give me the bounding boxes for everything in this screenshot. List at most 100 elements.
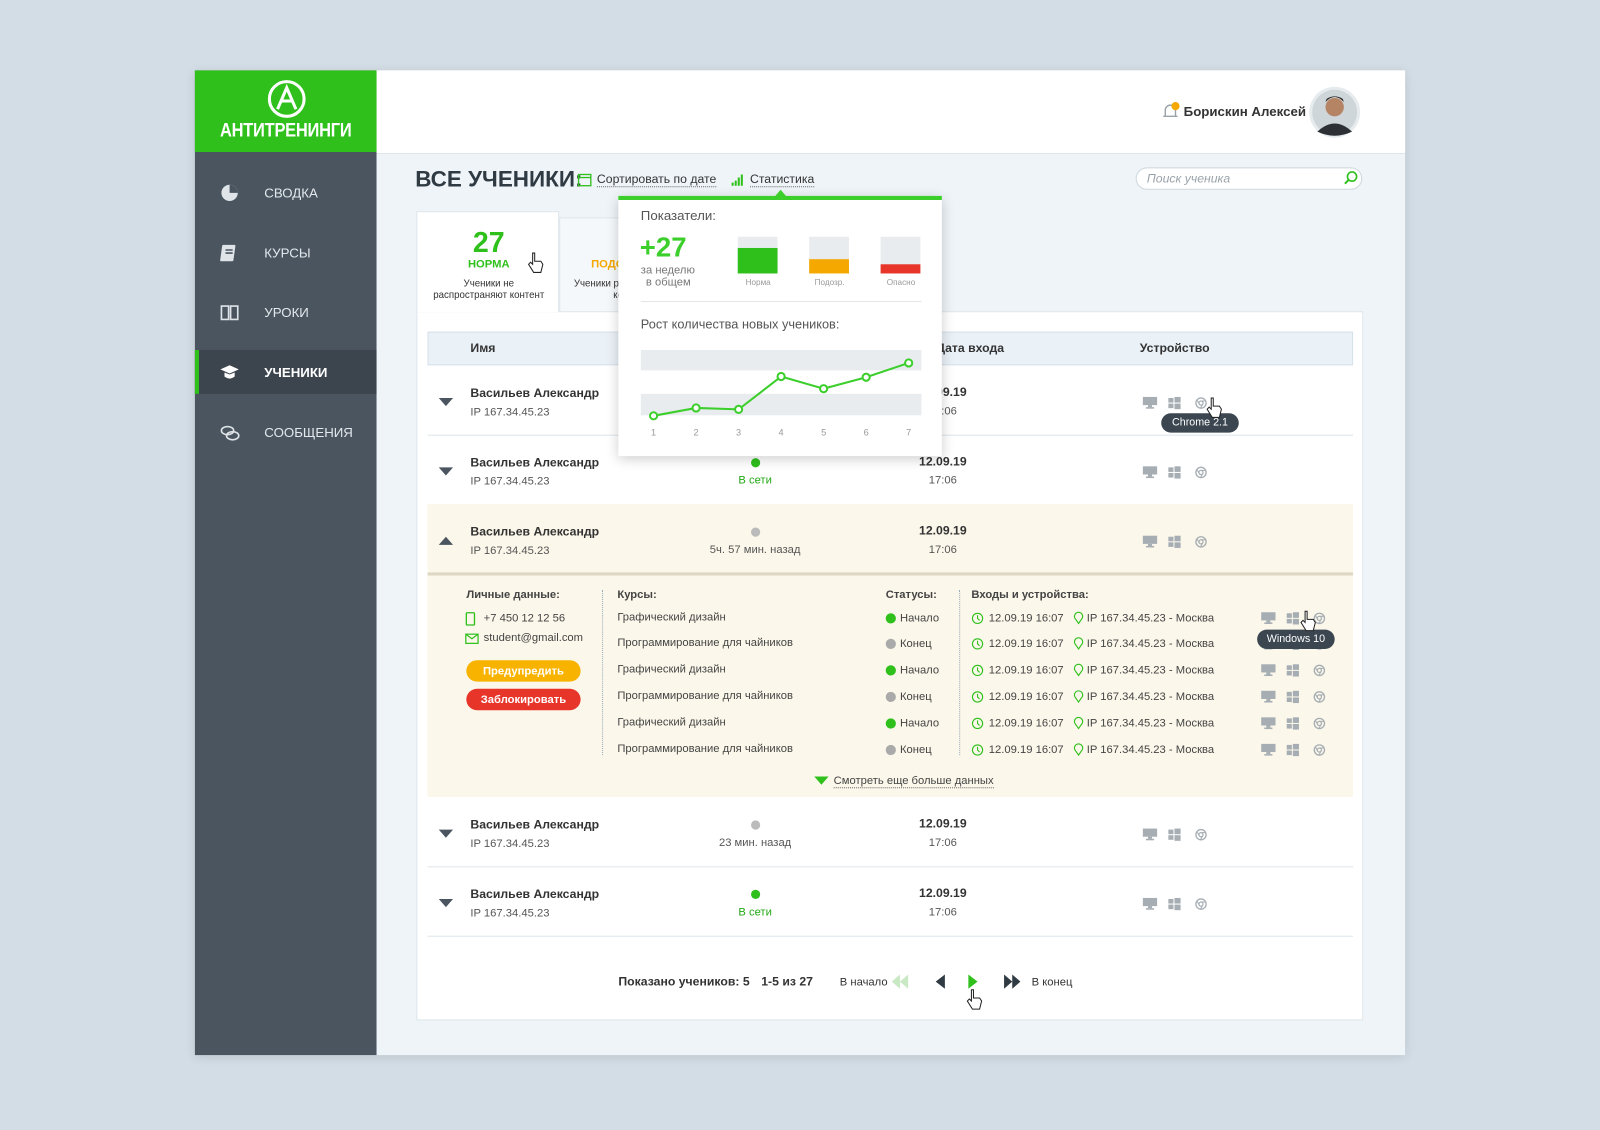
icon-part <box>1286 744 1292 750</box>
device-icon-windows <box>1286 717 1299 730</box>
chart-point <box>776 371 786 382</box>
icon-part <box>1142 396 1158 406</box>
expanded-shadow <box>427 572 1354 576</box>
warn-button[interactable] <box>466 660 581 682</box>
chart-point <box>904 358 914 368</box>
login-time: 17:06 <box>928 906 957 919</box>
stats-link[interactable]: Статистика <box>749 171 815 188</box>
tab-description: Ученики не распространяют контент <box>433 278 545 302</box>
icon-part <box>1292 664 1299 670</box>
block-button[interactable] <box>466 688 581 711</box>
chart-point <box>861 372 871 382</box>
course-status-dot <box>885 744 896 756</box>
row-toggle <box>438 536 454 545</box>
chart-x-label: 7 <box>906 427 912 438</box>
icon-part <box>1168 835 1174 840</box>
course-name: Программирование для чайников <box>617 689 793 703</box>
course-status: Конец <box>899 690 932 704</box>
search-box[interactable] <box>1135 167 1363 190</box>
device-icon-browser <box>1195 898 1207 910</box>
nav-item[interactable]: УЧЕНИКИ <box>264 364 328 381</box>
nav-item[interactable]: УРОКИ <box>264 304 309 320</box>
device-icon-desktop <box>1142 535 1158 548</box>
logo-name: АНТИТРЕНИНГИ <box>219 120 352 142</box>
nav-item[interactable]: СВОДКА <box>264 185 318 201</box>
icon-part <box>225 430 240 441</box>
indicator-label: Опасно <box>886 278 916 288</box>
course-status: Начало <box>899 664 940 677</box>
icon-part <box>1266 698 1271 702</box>
icon-part <box>1292 743 1299 750</box>
icon-part <box>976 640 980 647</box>
icon-part <box>276 83 298 110</box>
clock-icon <box>971 664 984 677</box>
login-location: IP 167.34.45.23 - Москва <box>1086 717 1215 730</box>
course-name: Программирование для чайников <box>617 636 793 649</box>
device-icon-browser <box>1195 397 1207 409</box>
icon-part <box>1004 974 1021 989</box>
login-date: 12.09.19 <box>919 816 967 831</box>
block-button-label[interactable]: Заблокировать <box>480 693 567 707</box>
phone-icon <box>465 612 476 626</box>
course-status: Начало <box>899 612 940 625</box>
icon-part <box>1261 690 1276 699</box>
icon-part <box>1292 690 1299 697</box>
icon-part <box>267 80 306 118</box>
status-dot <box>751 527 761 537</box>
device-icon-windows <box>1286 664 1299 677</box>
icon-part <box>465 633 479 640</box>
icon-part <box>1264 701 1273 703</box>
warn-button-label[interactable]: Предупредить <box>482 665 564 678</box>
course-status: Конец <box>899 743 932 757</box>
icon-part <box>1168 472 1174 478</box>
login-location: IP 167.34.45.23 - Москва <box>1086 664 1215 677</box>
row-toggle <box>438 898 454 908</box>
icon-part <box>1314 615 1324 624</box>
pin-icon <box>1073 690 1084 704</box>
popup-arrow <box>774 189 787 197</box>
icon-part <box>1147 543 1153 546</box>
nav-item[interactable]: КУРСЫ <box>264 245 311 261</box>
icon-part <box>971 664 984 677</box>
icon-part <box>1264 674 1273 677</box>
icon-part <box>1286 718 1292 723</box>
student-status: 23 мин. назад <box>718 836 792 849</box>
pagination-first[interactable]: В начало <box>839 976 888 989</box>
pin-icon <box>1073 611 1084 625</box>
course-name: Графический дизайн <box>617 663 726 676</box>
icon-part <box>465 612 476 626</box>
nav-item[interactable]: СООБЩЕНИЯ <box>264 424 353 441</box>
icon-part <box>224 372 235 379</box>
tab-label: НОРМА <box>467 258 510 271</box>
icon-part <box>1286 691 1292 697</box>
course-status: Конец <box>899 637 932 650</box>
icon-part <box>774 189 787 197</box>
icon-part <box>1266 725 1271 728</box>
cursor <box>1300 610 1316 632</box>
tab-count: 27 <box>472 226 505 259</box>
device-icon-windows <box>1286 690 1299 704</box>
icon-part <box>1196 399 1206 409</box>
popup-divider <box>640 301 922 303</box>
cursor <box>1206 397 1222 418</box>
chart-x-label: 2 <box>693 427 699 438</box>
icon-part <box>1168 829 1174 835</box>
icon-part <box>1325 96 1344 103</box>
course-name: Графический дизайн <box>617 611 726 624</box>
indicator-label: Норма <box>745 278 771 288</box>
login-time: 17:06 <box>928 836 957 849</box>
device-icon-desktop <box>1261 664 1276 677</box>
login-datetime: 12.09.19 16:07 <box>988 664 1064 677</box>
sort-link[interactable]: Сортировать по дате <box>596 171 717 188</box>
icon-part <box>1344 178 1350 185</box>
sidebar <box>194 70 377 1056</box>
device-icon-desktop <box>1261 743 1276 756</box>
icon-part <box>438 829 454 838</box>
pagination-last[interactable]: В конец <box>1031 976 1073 989</box>
device-icon-browser <box>1195 466 1207 479</box>
icon-part <box>1168 397 1174 403</box>
course-status: Начало <box>899 717 940 730</box>
icon-part <box>1264 727 1273 730</box>
more-link[interactable]: Смотреть еще больше данных <box>833 774 994 789</box>
